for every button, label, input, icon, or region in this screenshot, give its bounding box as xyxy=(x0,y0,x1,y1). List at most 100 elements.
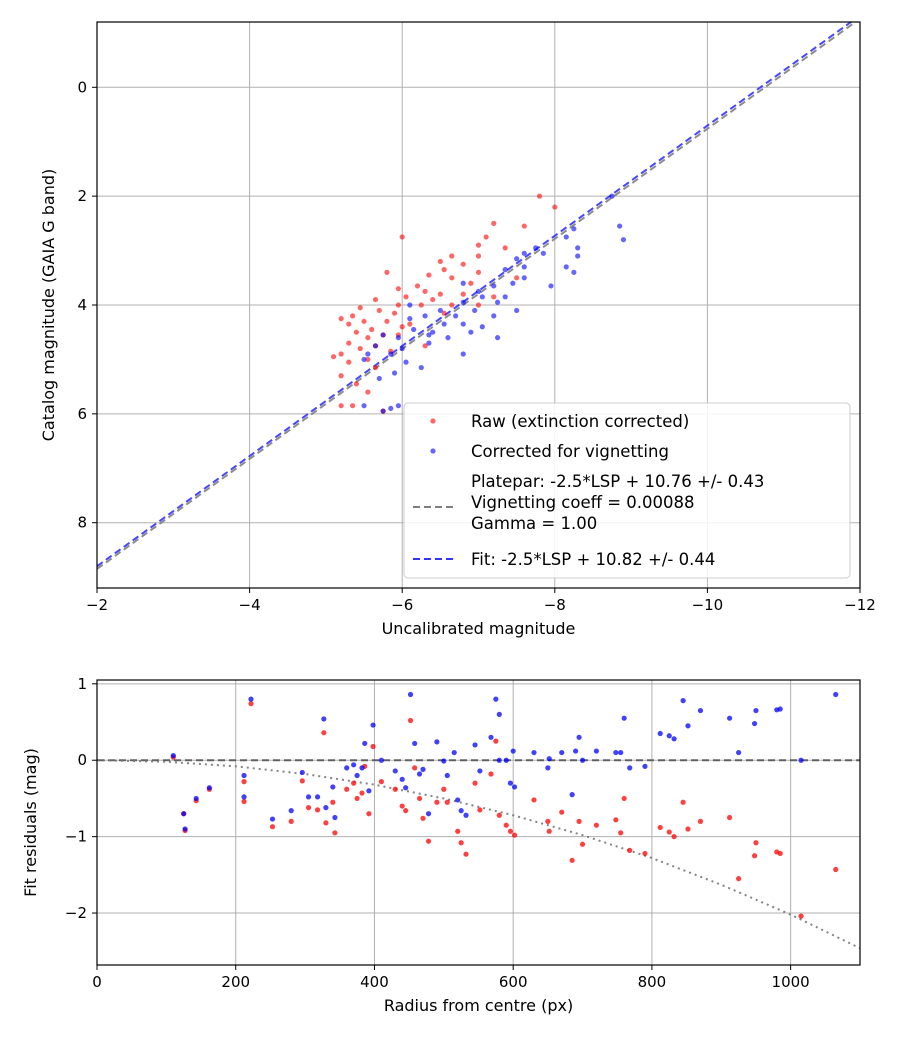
corrected-point xyxy=(395,403,401,409)
corrected-point xyxy=(463,812,469,818)
corrected-point xyxy=(376,375,382,382)
corrected-point xyxy=(671,736,677,742)
y-tick-label: 0 xyxy=(77,751,87,769)
corrected-point xyxy=(460,351,466,357)
raw-point xyxy=(391,310,398,316)
raw-point xyxy=(507,828,514,834)
corrected-point xyxy=(579,757,586,763)
raw-point xyxy=(441,786,447,792)
corrected-point xyxy=(362,740,368,747)
raw-point xyxy=(475,269,482,275)
raw-point xyxy=(399,803,405,809)
corrected-point xyxy=(559,749,565,756)
x-tick-label: −4 xyxy=(239,596,261,614)
raw-point xyxy=(502,245,508,251)
raw-point xyxy=(288,818,294,824)
raw-point xyxy=(798,913,804,919)
corrected-point xyxy=(181,811,187,817)
raw-point xyxy=(657,824,663,831)
corrected-point xyxy=(571,226,577,232)
corrected-point xyxy=(477,768,483,774)
corrected-point xyxy=(403,359,409,365)
raw-point xyxy=(338,373,344,379)
raw-point xyxy=(576,818,582,824)
corrected-point xyxy=(666,733,672,739)
raw-point xyxy=(365,335,371,341)
raw-point xyxy=(455,828,461,834)
corrected-point xyxy=(395,335,401,341)
corrected-point xyxy=(460,299,466,305)
raw-point xyxy=(483,234,489,240)
corrected-point xyxy=(321,716,327,722)
raw-point xyxy=(414,283,421,289)
corrected-point xyxy=(460,321,466,327)
raw-point xyxy=(323,820,329,826)
raw-point xyxy=(685,826,691,832)
corrected-point xyxy=(726,715,733,721)
corrected-point xyxy=(496,757,502,763)
corrected-point xyxy=(418,364,424,371)
legend-raw-marker xyxy=(430,418,436,424)
raw-point xyxy=(338,316,344,322)
raw-point xyxy=(384,318,390,324)
raw-point xyxy=(403,808,409,814)
corrected-point xyxy=(458,808,464,814)
corrected-point xyxy=(403,785,409,791)
raw-point xyxy=(463,851,469,857)
x-tick-label: 400 xyxy=(360,973,389,991)
corrected-point xyxy=(361,356,367,363)
y-tick-label: 6 xyxy=(77,405,87,423)
scatter-points xyxy=(170,691,839,919)
corrected-point xyxy=(241,794,247,800)
corrected-point xyxy=(609,193,615,199)
corrected-point xyxy=(697,707,704,714)
corrected-point xyxy=(514,307,520,314)
corrected-point xyxy=(426,340,432,346)
x-tick-label: 1000 xyxy=(772,973,810,991)
corrected-point xyxy=(422,313,428,319)
y-tick-label: 2 xyxy=(77,187,87,205)
corrected-point xyxy=(441,321,447,327)
raw-point xyxy=(350,403,356,409)
x-tick-label: −6 xyxy=(391,596,413,614)
raw-point xyxy=(338,403,344,409)
raw-point xyxy=(697,818,704,824)
raw-point xyxy=(403,294,409,300)
corrected-point xyxy=(430,329,436,335)
corrected-point xyxy=(494,299,501,305)
corrected-point xyxy=(511,784,518,790)
raw-point xyxy=(416,795,423,802)
raw-point xyxy=(353,381,360,387)
corrected-point xyxy=(344,765,350,771)
corrected-point xyxy=(510,280,516,286)
raw-point xyxy=(241,798,247,805)
corrected-point xyxy=(680,698,686,704)
corrected-point xyxy=(488,734,494,740)
corrected-point xyxy=(451,749,457,756)
raw-point xyxy=(441,310,447,316)
raw-point xyxy=(269,824,276,830)
raw-point xyxy=(344,786,350,792)
raw-point xyxy=(511,832,518,838)
corrected-point xyxy=(388,351,394,357)
raw-point xyxy=(412,765,418,771)
raw-point xyxy=(366,811,372,817)
corrected-point xyxy=(445,335,451,341)
raw-point xyxy=(299,778,305,784)
raw-point xyxy=(346,359,352,365)
corrected-point xyxy=(380,408,386,414)
corrected-point xyxy=(359,765,365,771)
corrected-point xyxy=(548,283,554,289)
raw-point xyxy=(726,814,733,821)
corrected-point xyxy=(248,696,254,702)
raw-point xyxy=(330,354,337,360)
raw-point xyxy=(365,389,371,395)
y-axis-label: Catalog magnitude (GAIA G band) xyxy=(39,169,58,441)
corrected-point xyxy=(372,343,379,349)
corrected-point xyxy=(412,740,418,747)
corrected-point xyxy=(330,784,336,790)
raw-point xyxy=(642,850,648,857)
raw-point xyxy=(378,779,384,785)
corrected-point xyxy=(833,691,839,698)
